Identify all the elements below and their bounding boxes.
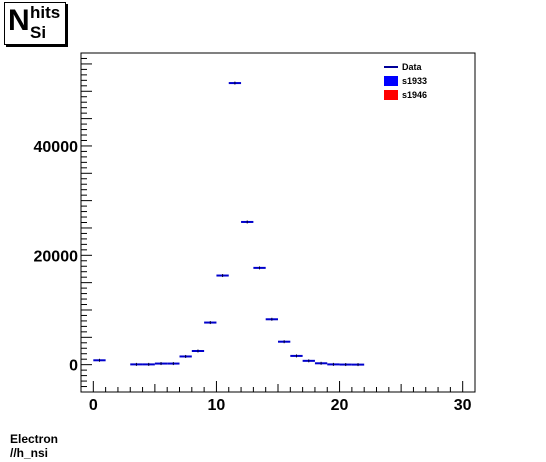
x-tick-label: 30 (454, 397, 472, 414)
legend-label: s1946 (402, 90, 427, 100)
legend-label: Data (402, 62, 423, 72)
title-subscript: Si (30, 23, 47, 42)
histogram-title-box: N hits Si (4, 2, 66, 45)
histogram-bins (93, 81, 365, 367)
footer-histogram-path: //h_nsi (10, 446, 49, 460)
legend: Data s1933 s1946 (384, 62, 427, 100)
footer-particle-label: Electron (10, 432, 59, 446)
legend-swatch-fill (384, 76, 398, 86)
title-main: N (8, 4, 30, 37)
x-axis-ticks: 0 10 20 30 (89, 381, 472, 414)
y-tick-label: 40000 (34, 139, 79, 156)
y-tick-label: 0 (69, 358, 78, 375)
x-tick-label: 20 (331, 397, 349, 414)
y-axis-ticks: 0 20000 40000 (34, 52, 92, 393)
x-tick-label: 10 (208, 397, 226, 414)
x-tick-label: 0 (89, 397, 98, 414)
legend-label: s1933 (402, 76, 427, 86)
title-superscript: hits (30, 3, 61, 22)
legend-swatch-fill (384, 90, 398, 100)
y-tick-label: 20000 (34, 248, 79, 265)
